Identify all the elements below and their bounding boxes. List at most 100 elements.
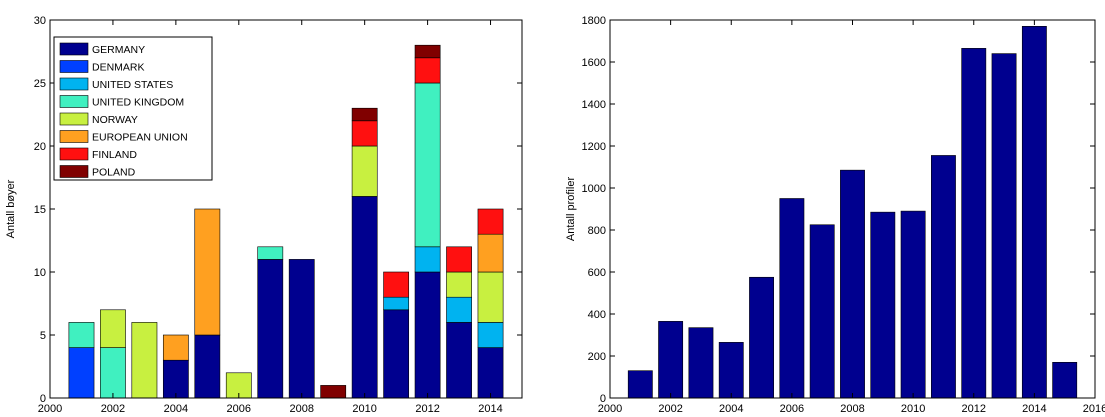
- y-tick-label: 800: [588, 225, 606, 237]
- bar-segment-finland: [414, 57, 441, 84]
- bar-segment-european-union: [194, 208, 221, 336]
- bar-segment-denmark: [68, 347, 95, 399]
- y-axis-label: Antall bøyer: [5, 179, 17, 238]
- bar-2012: [961, 48, 987, 399]
- bar-2005: [749, 276, 774, 399]
- bar-2014: [1021, 25, 1047, 399]
- x-tick-label: 2014: [1022, 403, 1046, 415]
- bar-segment-european-union: [477, 233, 504, 273]
- legend-swatch: [59, 60, 89, 73]
- bar-segment-germany: [477, 347, 504, 399]
- chart-buoys-by-country: 0 5 10 15 20 25 30 2000 2002 2004 2006 2008 2010 2012…: [5, 15, 523, 415]
- bar-segment-finland: [477, 208, 504, 235]
- bar-segment-norway: [131, 322, 158, 399]
- bar-2002: [658, 321, 684, 399]
- bar-segment-united-states: [383, 296, 410, 311]
- legend-label: POLAND: [92, 167, 136, 179]
- bar-segment-united-kingdom: [257, 246, 284, 260]
- bar-segment-united-states: [414, 246, 441, 273]
- legend-swatch: [59, 130, 89, 143]
- legend-label: NORWAY: [92, 114, 138, 126]
- y-tick-label: 1800: [582, 15, 606, 27]
- x-tick-label: 2016: [1083, 403, 1105, 415]
- x-tick-label: 2006: [227, 403, 251, 415]
- bar-2001: [627, 370, 653, 399]
- y-tick-label: 1600: [582, 57, 606, 69]
- x-tick-label: 2012: [415, 403, 439, 415]
- x-tick-label: 2002: [101, 403, 125, 415]
- bar-2007: [809, 224, 835, 399]
- x-tick-label: 2010: [901, 403, 925, 415]
- y-tick-label: 600: [588, 267, 606, 279]
- legend-label: GERMANY: [92, 44, 145, 56]
- bar-segment-poland: [414, 44, 441, 59]
- y-tick-label: 15: [34, 204, 46, 216]
- legend-label: UNITED KINGDOM: [92, 97, 184, 109]
- y-tick-label: 0: [40, 393, 46, 405]
- x-tick-label: 2000: [38, 403, 62, 415]
- x-tick-label: 2004: [719, 403, 743, 415]
- legend-label: DENMARK: [92, 62, 145, 74]
- bar-2004: [718, 342, 744, 399]
- y-tick-label: 0: [600, 393, 606, 405]
- x-tick-label: 2006: [780, 403, 804, 415]
- bar-segment-finland: [383, 271, 410, 298]
- bar-segment-united-kingdom: [414, 82, 441, 248]
- bar-segment-united-kingdom: [68, 322, 95, 348]
- bar-2010: [900, 210, 926, 399]
- legend-label: EUROPEAN UNION: [92, 132, 188, 144]
- y-axis-label: Antall profiler: [565, 177, 577, 242]
- bar-segment-germany: [257, 259, 284, 399]
- bar-segment-norway: [100, 309, 126, 348]
- bar-segment-finland: [351, 120, 378, 147]
- legend-label: UNITED STATES: [92, 79, 173, 91]
- bar-segment-germany: [351, 196, 378, 399]
- x-tick-label: 2010: [352, 403, 376, 415]
- bar-2013: [991, 53, 1017, 399]
- bar-segment-united-kingdom: [100, 347, 126, 399]
- bar-segment-european-union: [162, 334, 189, 361]
- y-tick-label: 20: [34, 141, 46, 153]
- y-tick-label: 10: [34, 267, 46, 279]
- bar-segment-germany: [194, 334, 221, 399]
- bar-segment-poland: [320, 385, 347, 399]
- bar-segment-norway: [446, 271, 472, 298]
- y-tick-label: 1400: [582, 99, 606, 111]
- legend-label: FINLAND: [92, 149, 137, 161]
- bar-segment-norway: [477, 271, 504, 323]
- bar-segment-united-states: [477, 322, 504, 348]
- legend-swatch: [59, 147, 89, 161]
- legend-swatch: [59, 42, 89, 56]
- legend-swatch: [59, 77, 89, 91]
- bar-2009: [870, 211, 896, 399]
- bar-2003: [688, 327, 714, 399]
- bar-segment-united-states: [446, 296, 472, 323]
- y-tick-label: 1000: [582, 183, 606, 195]
- x-tick-label: 2004: [164, 403, 188, 415]
- legend-swatch: [59, 112, 89, 126]
- y-tick-label: 1200: [582, 141, 606, 153]
- bar-2015: [1052, 361, 1078, 399]
- bar-2008: [840, 169, 865, 399]
- x-tick-label: 2014: [478, 403, 502, 415]
- y-tick-label: 5: [40, 330, 46, 342]
- bar-segment-germany: [162, 359, 189, 399]
- bar-segment-germany: [414, 271, 441, 399]
- x-tick-label: 2012: [962, 403, 986, 415]
- bar-segment-germany: [383, 309, 410, 399]
- chart-profiles-per-year: 0 200 400 600 800 1000 1200 1400 1600 1800 2000 200…: [565, 15, 1105, 415]
- bar-segment-germany: [288, 259, 315, 399]
- bar-2006: [779, 198, 805, 399]
- legend-swatch: [59, 95, 89, 108]
- x-tick-label: 2002: [658, 403, 682, 415]
- bar-segment-finland: [446, 246, 472, 273]
- x-tick-label: 2000: [598, 403, 622, 415]
- bar-segment-germany: [446, 322, 472, 399]
- y-tick-label: 25: [34, 78, 46, 90]
- x-tick-label: 2008: [840, 403, 864, 415]
- bar-2011: [931, 155, 956, 399]
- bar-segment-poland: [351, 107, 378, 122]
- x-tick-label: 2008: [289, 403, 313, 415]
- y-tick-label: 400: [588, 309, 606, 321]
